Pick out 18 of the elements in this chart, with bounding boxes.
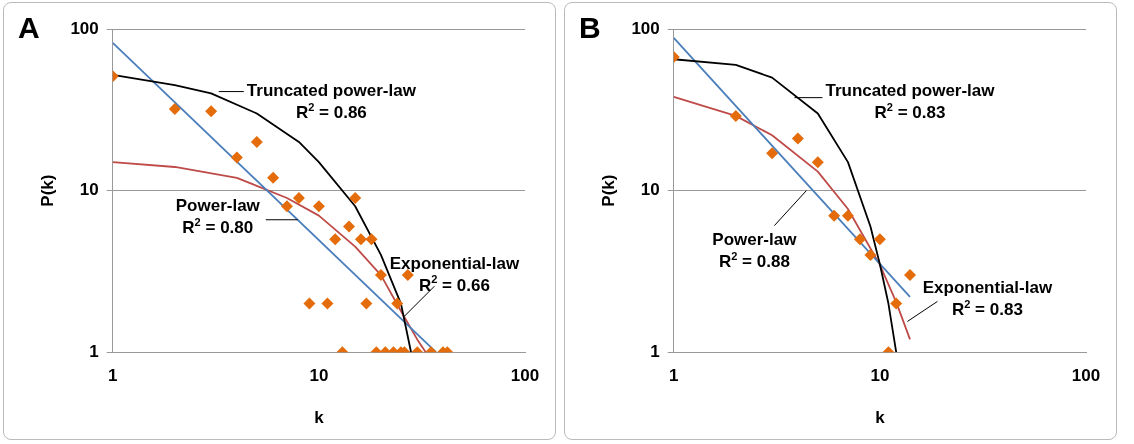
x-tick-label: 1 (669, 366, 679, 386)
x-axis-title: k (314, 408, 325, 428)
y-tick-label: 100 (70, 18, 99, 38)
y-tick-label: 1 (89, 341, 99, 361)
y-axis-title: P(k) (598, 174, 618, 207)
x-axis-title: k (875, 408, 886, 428)
y-tick-label: 10 (79, 180, 99, 200)
y-tick-label: 1 (650, 341, 660, 361)
y-tick-label: 100 (631, 18, 660, 38)
y-axis-title: P(k) (37, 174, 57, 207)
y-tick-label: 10 (640, 180, 660, 200)
x-tick-label: 10 (309, 366, 329, 386)
x-tick-label: 100 (510, 366, 540, 386)
x-tick-label: 1 (108, 366, 118, 386)
text: B (579, 11, 601, 45)
x-tick-label: 10 (870, 366, 890, 386)
text: A (18, 11, 40, 45)
x-tick-label: 100 (1071, 366, 1101, 386)
